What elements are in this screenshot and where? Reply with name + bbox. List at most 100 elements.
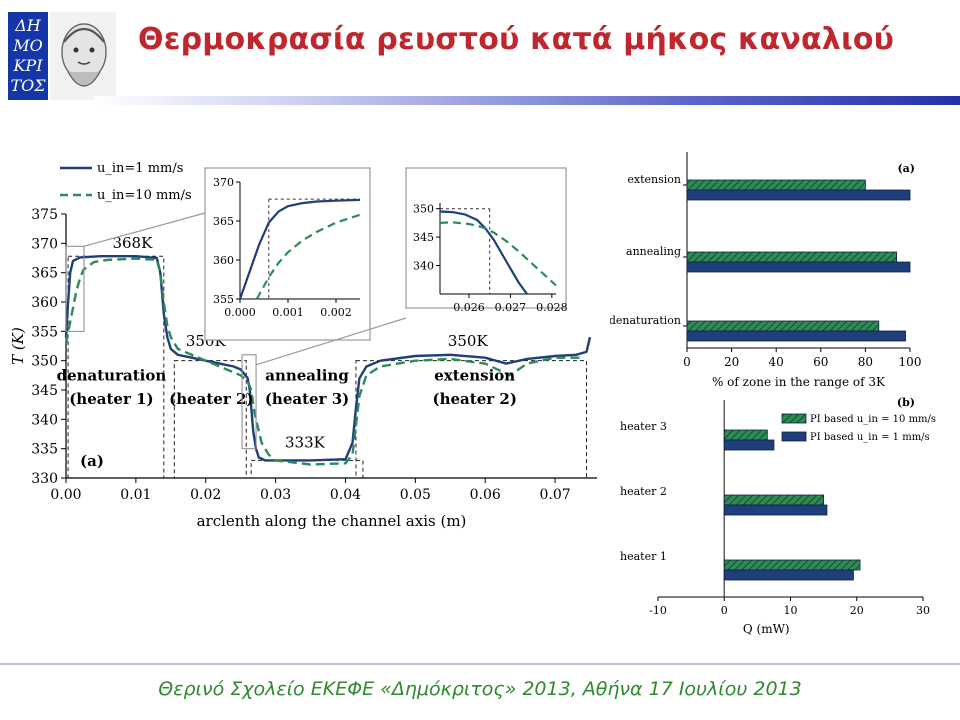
heat-x-tick-label: 0 xyxy=(721,604,728,617)
heat-legend-swatch xyxy=(781,431,807,442)
inset-dashed-guide xyxy=(440,208,491,294)
inset-dashed-guide xyxy=(268,198,360,299)
chart-annotation: (heater 2) xyxy=(433,390,517,408)
heat-x-tick-label: 10 xyxy=(784,604,798,617)
heat-legend-label: PI based u_in = 1 mm/s xyxy=(810,432,930,443)
panel-label: (a) xyxy=(80,452,104,470)
legend-label: u_in=10 mm/s xyxy=(97,188,192,203)
inset-y-tick-label: 365 xyxy=(213,215,234,228)
y-tick-label: 345 xyxy=(31,383,58,399)
title-underline-bar xyxy=(95,96,960,105)
inset-y-tick-label: 355 xyxy=(213,293,234,306)
x-tick-label: 0.03 xyxy=(260,487,291,503)
y-tick-label: 355 xyxy=(31,324,58,340)
zone-bar xyxy=(686,189,911,201)
y-tick-label: 360 xyxy=(31,295,58,311)
y-tick-label: 350 xyxy=(31,354,58,370)
heat-bar xyxy=(723,569,854,581)
inset-connector-2 xyxy=(255,317,407,366)
heat-bar xyxy=(723,559,861,571)
logo-text-1: ΔΗ xyxy=(14,16,42,35)
series-line-u10 xyxy=(64,257,583,466)
x-tick-label: 0.05 xyxy=(400,487,431,503)
chart-annotation: (heater 3) xyxy=(265,390,349,408)
inset-y-tick-label: 370 xyxy=(213,176,234,189)
zone-box-2 xyxy=(173,360,247,479)
inset-connector-1 xyxy=(83,212,206,247)
zoom-box-1 xyxy=(65,245,85,332)
zone-x-tick-label: 20 xyxy=(724,355,739,369)
inset-series-line xyxy=(255,213,361,300)
heat-category-label: heater 1 xyxy=(620,550,667,563)
logo-text-2: ΜΟ xyxy=(12,36,43,55)
zone-bar xyxy=(686,261,911,273)
inset-x-tick-label: 0.001 xyxy=(272,306,304,319)
demokritos-logo: ΔΗ ΜΟ ΚΡΙ ΤΟΣ xyxy=(8,12,128,100)
x-tick-label: 0.01 xyxy=(120,487,151,503)
zone-category-label: denaturation xyxy=(610,314,681,327)
heat-bar xyxy=(723,439,775,451)
zone-x-tick-label: 40 xyxy=(769,355,784,369)
chart-annotation: 333K xyxy=(285,433,326,451)
zone-category-label: extension xyxy=(627,173,681,186)
heat-bar xyxy=(723,494,825,506)
chart-annotation: 350K xyxy=(448,332,489,350)
slide-title: Θερμοκρασία ρευστού κατά μήκος καναλιού xyxy=(138,22,895,57)
zone-bar xyxy=(686,320,880,332)
chart-annotation: (heater 2) xyxy=(169,390,253,408)
y-tick-label: 370 xyxy=(31,236,58,252)
zoom-box-2 xyxy=(241,354,257,450)
chart-annotation: annealing xyxy=(265,367,349,385)
inset-y-tick-label: 340 xyxy=(413,260,434,273)
heat-bar xyxy=(723,504,828,516)
logo-text-4: ΤΟΣ xyxy=(10,76,46,95)
x-tick-label: 0.00 xyxy=(50,487,81,503)
inset-y-tick-label: 360 xyxy=(213,254,234,267)
heat-panel-label: (b) xyxy=(897,396,915,409)
zone-x-tick-label: 0 xyxy=(683,355,691,369)
zone-x-tick-label: 100 xyxy=(899,355,922,369)
heat-x-axis-label: Q (mW) xyxy=(743,622,790,635)
x-tick-label: 0.06 xyxy=(470,487,501,503)
zone-bar xyxy=(686,179,866,191)
footer-text: Θερινό Σχολείο ΕΚΕΦΕ «Δημόκριτος» 2013, … xyxy=(158,678,802,700)
heat-x-tick-label: 20 xyxy=(850,604,864,617)
chart-annotation: 368K xyxy=(112,234,153,252)
heater-power-bar-chart: heater 3 heater 2 heater 1 -10 0 10 20 30 Q (mW)… xyxy=(620,396,936,635)
inset-x-tick-label: 0.027 xyxy=(495,301,527,314)
legend-label: u_in=1 mm/s xyxy=(97,161,183,176)
inset-series-line xyxy=(439,210,528,295)
zone-x-tick-label: 80 xyxy=(858,355,873,369)
footer-divider xyxy=(0,663,960,665)
heat-category-label: heater 3 xyxy=(620,420,667,433)
y-tick-label: 330 xyxy=(31,471,58,487)
inset-series-line xyxy=(238,198,361,300)
heat-legend-swatch xyxy=(781,413,807,424)
inset-x-tick-label: 0.000 xyxy=(224,306,256,319)
inset-y-tick-label: 345 xyxy=(413,231,434,244)
x-tick-label: 0.04 xyxy=(330,487,361,503)
inset-y-tick-label: 350 xyxy=(413,203,434,216)
logo-text-3: ΚΡΙ xyxy=(12,56,43,75)
zone-bar xyxy=(686,330,906,342)
x-tick-label: 0.07 xyxy=(539,487,570,503)
y-tick-label: 340 xyxy=(31,412,58,428)
y-tick-label: 365 xyxy=(31,266,58,282)
zone-bar xyxy=(686,251,898,263)
inset-series-line xyxy=(439,221,557,287)
chart-annotation: (heater 1) xyxy=(69,390,153,408)
zone-x-axis-label: % of zone in the range of 3K xyxy=(712,375,886,389)
series-line-u1 xyxy=(64,255,592,462)
heat-x-tick-label: -10 xyxy=(649,604,667,617)
heat-category-label: heater 2 xyxy=(620,485,667,498)
temperature-line-chart: 0.00 0.01 0.02 0.03 0.04 0.05 0.06 0.07 arclenth… xyxy=(9,161,597,530)
zone-category-label: annealing xyxy=(626,245,681,258)
x-axis-label: arclenth along the channel axis (m) xyxy=(197,512,467,530)
y-axis-label: T (K) xyxy=(9,327,27,365)
inset-x-tick-label: 0.028 xyxy=(536,301,568,314)
heat-bar xyxy=(723,429,768,441)
y-tick-label: 335 xyxy=(31,442,58,458)
x-tick-label: 0.02 xyxy=(190,487,221,503)
zone-panel-label: (a) xyxy=(897,162,915,175)
heat-x-tick-label: 30 xyxy=(916,604,930,617)
